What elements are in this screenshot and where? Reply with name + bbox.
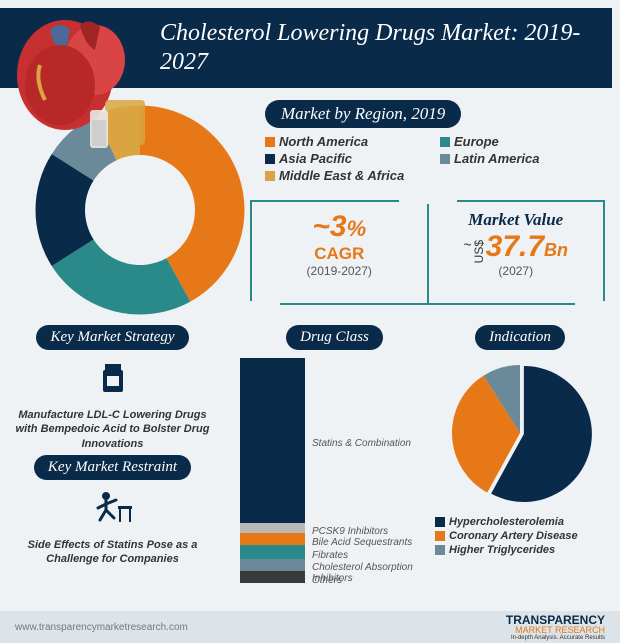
region-legend-item: North America [265, 134, 430, 149]
bar-segment [240, 358, 305, 523]
drug-class-section: Drug Class Statins & Combination PCSK9 In… [222, 325, 447, 583]
drug-class-title: Drug Class [286, 325, 383, 350]
hurdle-icon [15, 490, 210, 534]
bar-segment [240, 559, 305, 571]
indication-legend-item: Higher Triglycerides [435, 544, 605, 556]
key-restraint-header: Key Market Restraint [34, 455, 191, 480]
bar-segment [240, 533, 305, 545]
key-restraint-section: Key Market Restraint Side Effects of Sta… [15, 455, 210, 567]
region-legend-item: Latin America [440, 151, 605, 166]
indication-legend-item: Hypercholesterolemia [435, 516, 605, 528]
indication-legend: Hypercholesterolemia Coronary Artery Dise… [435, 516, 605, 556]
mv-title: Market Value [439, 210, 594, 230]
region-legend-item: Middle East & Africa [265, 168, 430, 183]
mv-currency: US$ [472, 240, 486, 263]
region-legend-item: Asia Pacific [265, 151, 430, 166]
bar-label: Others [312, 575, 342, 586]
drug-class-bar-chart: Statins & Combination PCSK9 InhibitorsBil… [222, 358, 447, 583]
pill-bottle-icon [15, 360, 210, 404]
key-strategy-section: Key Market Strategy Manufacture LDL-C Lo… [15, 325, 210, 451]
bar-label: Fibrates [312, 550, 348, 561]
region-title: Market by Region, 2019 [265, 100, 461, 128]
bar-segment [240, 523, 305, 533]
region-section: Market by Region, 2019 North America Euro… [265, 100, 605, 183]
key-strategy-text: Manufacture LDL-C Lowering Drugs with Be… [15, 408, 210, 451]
mv-unit: Bn [544, 240, 568, 260]
key-restraint-text: Side Effects of Statins Pose as a Challe… [15, 538, 210, 567]
bar-segment [240, 571, 305, 583]
mv-tilde: ~ [463, 237, 471, 253]
metrics-row: ~3% CAGR (2019-2027) Market Value ~US$37… [250, 200, 605, 305]
cagr-tilde: ~ [312, 210, 330, 243]
indication-section: Indication Hypercholesterolemia Coronary … [435, 325, 605, 558]
tmr-logo: TRANSPARENCY MARKET RESEARCH In-depth An… [506, 614, 605, 641]
market-value-box: Market Value ~US$37.7Bn (2027) [429, 200, 606, 305]
bar-segment [240, 545, 305, 559]
bar-label: Statins & Combination [312, 438, 411, 449]
indication-title: Indication [475, 325, 565, 350]
bar-label: Bile Acid Sequestrants [312, 537, 412, 548]
cagr-period: (2019-2027) [262, 264, 417, 278]
mv-year: (2027) [439, 264, 594, 278]
region-legend-item: Europe [440, 134, 605, 149]
cagr-value: 3 [330, 210, 347, 243]
bar-label: PCSK9 Inhibitors [312, 526, 388, 537]
cagr-label: CAGR [262, 244, 417, 264]
heart-illustration [10, 5, 155, 150]
key-strategy-header: Key Market Strategy [36, 325, 188, 350]
mv-value: 37.7 [486, 230, 544, 263]
cagr-box: ~3% CAGR (2019-2027) [250, 200, 429, 305]
indication-pie-chart [445, 358, 595, 508]
cagr-pct: % [347, 216, 367, 241]
indication-legend-item: Coronary Artery Disease [435, 530, 605, 542]
footer: www.transparencymarketresearch.com TRANS… [0, 611, 620, 643]
region-legend: North America Europe Asia Pacific Latin Ame… [265, 134, 605, 183]
page-title: Cholesterol Lowering Drugs Market: 2019-… [160, 19, 612, 77]
footer-url: www.transparencymarketresearch.com [15, 622, 188, 633]
